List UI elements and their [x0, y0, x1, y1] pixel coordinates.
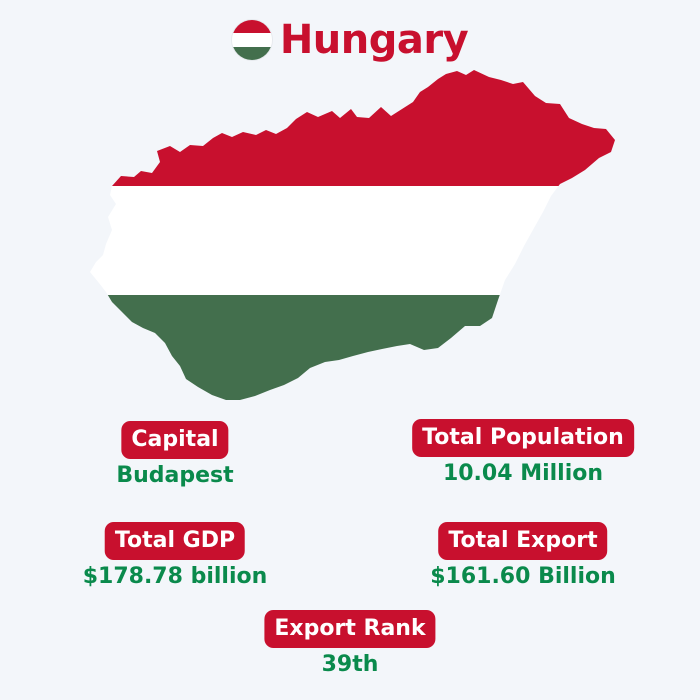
title-block: Hungary: [0, 14, 700, 66]
map-band-red: [90, 70, 615, 186]
flag-band-red: [231, 20, 272, 34]
population-label: Total Population: [412, 419, 634, 457]
export-value: $161.60 Billion: [430, 564, 616, 589]
population-value: 10.04 Million: [442, 461, 604, 486]
export-rank-label: Export Rank: [264, 610, 436, 648]
export-label: Total Export: [438, 522, 608, 560]
hungary-map: [80, 66, 620, 406]
export-stat: Total Export $161.60 Billion: [430, 522, 616, 591]
gdp-label: Total GDP: [104, 522, 246, 560]
capital-stat: Capital Budapest: [116, 421, 234, 490]
flag-band-white: [231, 33, 272, 47]
gdp-value: $178.78 billion: [82, 564, 268, 589]
map-band-green: [90, 295, 615, 400]
export-rank-value: 39th: [321, 652, 379, 677]
page-title: Hungary: [279, 17, 469, 63]
map-band-white: [90, 186, 615, 295]
capital-label: Capital: [121, 421, 229, 459]
capital-value: Budapest: [116, 463, 234, 488]
gdp-stat: Total GDP $178.78 billion: [82, 522, 268, 591]
flag-band-green: [231, 46, 272, 60]
export-rank-stat: Export Rank 39th: [264, 610, 436, 679]
hungary-map-svg: [90, 70, 615, 400]
hungary-flag-icon: [231, 20, 272, 60]
population-stat: Total Population 10.04 Million: [412, 419, 634, 488]
